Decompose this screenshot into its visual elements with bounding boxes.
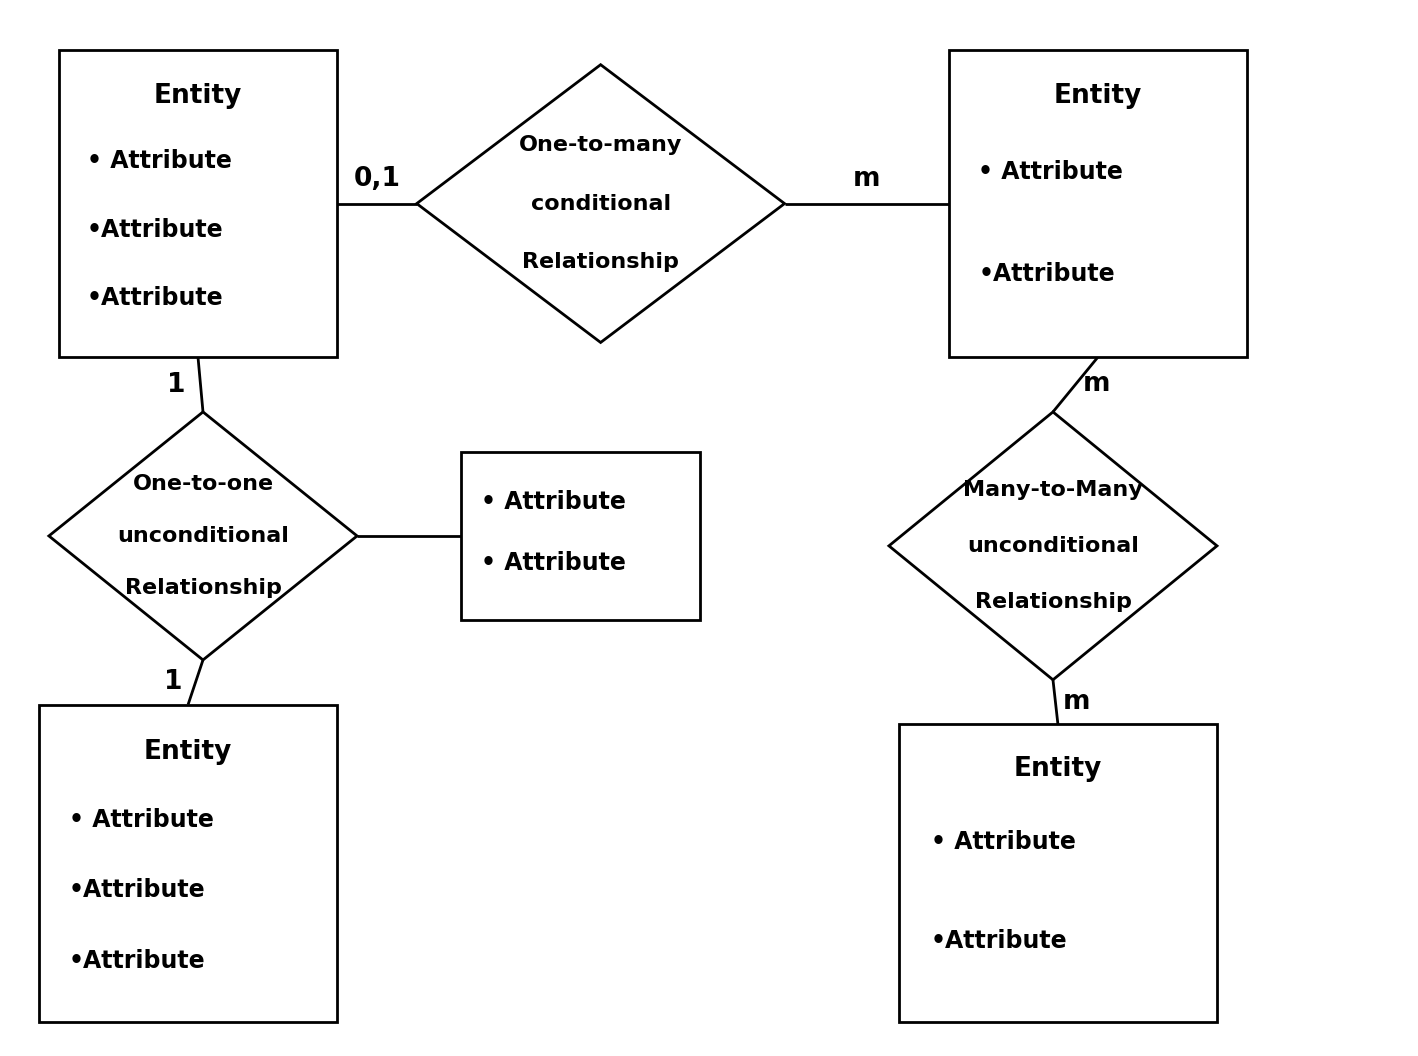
- Text: • Attribute: • Attribute: [930, 830, 1076, 854]
- Text: unconditional: unconditional: [967, 535, 1139, 555]
- Text: • Attribute: • Attribute: [481, 551, 625, 574]
- Text: • Attribute: • Attribute: [481, 490, 625, 514]
- Text: Entity: Entity: [153, 83, 242, 109]
- Text: 0,1: 0,1: [353, 166, 400, 192]
- Polygon shape: [48, 412, 357, 660]
- Text: m: m: [852, 166, 879, 192]
- Text: • Attribute: • Attribute: [86, 149, 231, 173]
- Text: •Attribute: •Attribute: [69, 948, 206, 973]
- Polygon shape: [889, 412, 1217, 680]
- Text: 1: 1: [167, 372, 186, 398]
- Text: Entity: Entity: [143, 739, 233, 766]
- Text: Relationship: Relationship: [522, 252, 679, 271]
- Text: •Attribute: •Attribute: [86, 218, 223, 242]
- Text: •Attribute: •Attribute: [86, 286, 223, 309]
- Text: Many-to-Many: Many-to-Many: [963, 479, 1143, 499]
- Polygon shape: [417, 64, 784, 342]
- Text: One-to-many: One-to-many: [519, 135, 682, 155]
- Text: Entity: Entity: [1014, 756, 1102, 782]
- FancyBboxPatch shape: [58, 50, 337, 357]
- Text: 1: 1: [164, 668, 183, 695]
- Text: • Attribute: • Attribute: [978, 159, 1123, 184]
- Text: Relationship: Relationship: [125, 578, 281, 598]
- FancyBboxPatch shape: [38, 704, 337, 1022]
- Text: unconditional: unconditional: [118, 526, 289, 546]
- Text: One-to-one: One-to-one: [132, 474, 274, 494]
- FancyBboxPatch shape: [899, 724, 1217, 1022]
- Text: • Attribute: • Attribute: [69, 808, 214, 832]
- Text: Entity: Entity: [1054, 83, 1141, 109]
- Text: m: m: [1064, 689, 1090, 715]
- Text: Relationship: Relationship: [974, 592, 1132, 612]
- Text: conditional: conditional: [530, 193, 671, 213]
- Text: m: m: [1083, 371, 1110, 397]
- Text: •Attribute: •Attribute: [978, 262, 1115, 286]
- Text: •Attribute: •Attribute: [930, 929, 1068, 954]
- FancyBboxPatch shape: [949, 50, 1246, 357]
- FancyBboxPatch shape: [461, 452, 700, 620]
- Text: •Attribute: •Attribute: [69, 879, 206, 902]
